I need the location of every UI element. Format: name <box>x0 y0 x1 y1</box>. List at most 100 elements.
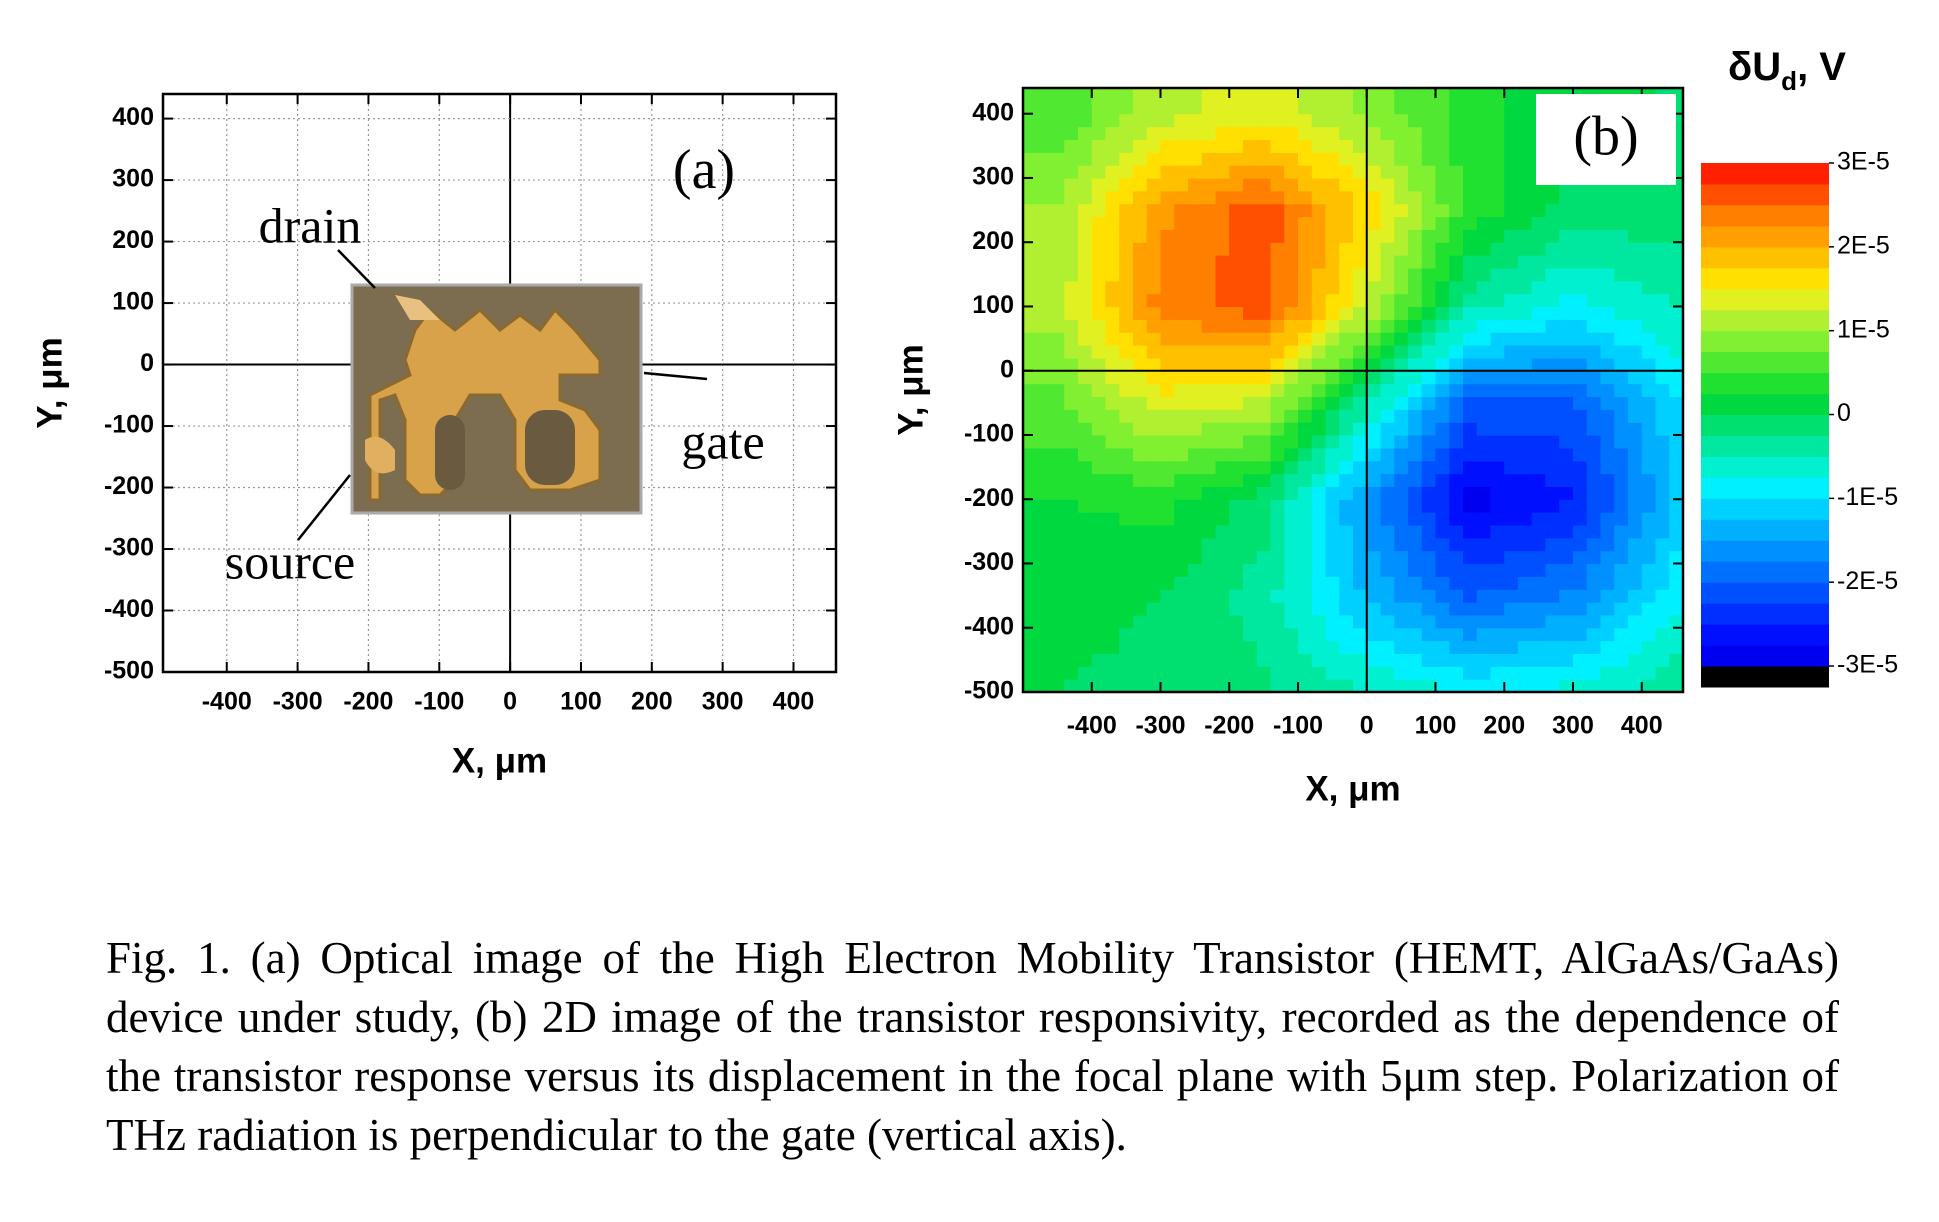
heatmap-cell <box>1586 486 1602 500</box>
heatmap-cell <box>1408 486 1423 500</box>
heatmap-cell <box>1311 460 1327 475</box>
heatmap-cell <box>1064 319 1079 333</box>
heatmap-cell <box>1353 473 1368 487</box>
heatmap-cell <box>1160 370 1175 385</box>
heatmap-cell <box>1311 563 1327 577</box>
heatmap-cell <box>1394 614 1409 629</box>
heatmap-cell <box>1036 345 1052 359</box>
heatmap-cell <box>1174 486 1189 500</box>
heatmap-cell <box>1614 473 1629 487</box>
heatmap-cell <box>1298 319 1313 333</box>
heatmap-cell <box>1504 113 1519 128</box>
heatmap-cell <box>1518 280 1533 295</box>
heatmap-cell <box>1435 306 1450 320</box>
heatmap-cell <box>1298 100 1313 115</box>
heatmap-cell <box>1215 640 1230 655</box>
heatmap-cell <box>1243 280 1258 295</box>
heatmap-cell <box>1243 242 1258 256</box>
heatmap-cell <box>1421 126 1437 141</box>
heatmap-cell <box>1366 345 1382 359</box>
heatmap-cell <box>1284 267 1299 282</box>
heatmap-cell <box>1050 242 1065 256</box>
heatmap-cell <box>1408 524 1423 539</box>
heatmap-cell <box>1215 293 1230 308</box>
heatmap-cell <box>1064 293 1079 308</box>
heatmap-cell <box>1284 152 1299 166</box>
heatmap-cell <box>1229 357 1244 372</box>
heatmap-cell <box>1628 679 1643 693</box>
heatmap-cell <box>1078 280 1093 295</box>
heatmap-cell <box>1463 126 1478 141</box>
heatmap-cell <box>1091 139 1107 153</box>
heatmap-cell <box>1531 280 1547 295</box>
heatmap-cell <box>1669 614 1684 629</box>
heatmap-cell <box>1339 319 1354 333</box>
heatmap-cell <box>1394 653 1409 667</box>
heatmap-cell <box>1408 255 1423 269</box>
heatmap-cell <box>1628 434 1643 449</box>
heatmap-cell <box>1490 139 1505 153</box>
heatmap-cell <box>1408 512 1423 526</box>
heatmap-cell <box>1256 524 1272 539</box>
heatmap-cell <box>1504 666 1519 680</box>
heatmap-cell <box>1229 653 1244 667</box>
heatmap-cell <box>1366 499 1382 513</box>
heatmap-cell <box>1545 524 1560 539</box>
heatmap-cell <box>1091 589 1107 603</box>
heatmap-cell <box>1545 550 1560 565</box>
heatmap-cell <box>1050 216 1065 230</box>
heatmap-cell <box>1490 280 1505 295</box>
heatmap-cell <box>1078 666 1093 680</box>
heatmap-cell <box>1064 537 1079 552</box>
heatmap-cell <box>1091 177 1107 192</box>
heatmap-cell <box>1394 152 1409 166</box>
heatmap-cell <box>1586 267 1602 282</box>
heatmap-cell <box>1256 640 1272 655</box>
heatmap-cell <box>1353 460 1368 475</box>
heatmap-cell <box>1160 434 1175 449</box>
heatmap-cell <box>1078 88 1093 102</box>
heatmap-cell <box>1243 100 1258 115</box>
y-tick-label: -300 <box>104 534 154 562</box>
heatmap-cell <box>1050 627 1065 642</box>
heatmap-cell <box>1463 640 1478 655</box>
heatmap-cell <box>1380 434 1395 449</box>
heatmap-cell <box>1270 563 1285 577</box>
heatmap-cell <box>1229 589 1244 603</box>
heatmap-cell <box>1476 396 1492 410</box>
heatmap-cell <box>1435 139 1450 153</box>
heatmap-cell <box>1023 396 1038 410</box>
heatmap-cell <box>1229 100 1244 115</box>
heatmap-cell <box>1600 383 1615 398</box>
heatmap-cell <box>1586 190 1602 205</box>
heatmap-cell <box>1339 357 1354 372</box>
heatmap-cell <box>1091 550 1107 565</box>
heatmap-cell <box>1559 383 1574 398</box>
heatmap-cell <box>1146 550 1162 565</box>
heatmap-cell <box>1270 88 1285 102</box>
heatmap-cell <box>1614 409 1629 423</box>
heatmap-cell <box>1311 203 1327 218</box>
heatmap-cell <box>1463 550 1478 565</box>
heatmap-cell <box>1669 396 1684 410</box>
heatmap-cell <box>1105 512 1120 526</box>
heatmap-cell <box>1490 100 1505 115</box>
heatmap-cell <box>1201 434 1217 449</box>
heatmap-cell <box>1435 332 1450 346</box>
heatmap-cell <box>1325 383 1340 398</box>
heatmap-cell <box>1215 486 1230 500</box>
heatmap-cell <box>1270 345 1285 359</box>
leader-line <box>297 474 351 541</box>
heatmap-cell <box>1174 460 1189 475</box>
heatmap-cell <box>1311 524 1327 539</box>
heatmap-cell <box>1119 537 1134 552</box>
heatmap-cell <box>1050 100 1065 115</box>
heatmap-cell <box>1091 640 1107 655</box>
heatmap-cell <box>1655 293 1670 308</box>
heatmap-cell <box>1023 165 1038 179</box>
heatmap-cell <box>1518 524 1533 539</box>
x-tick-label: -200 <box>1204 712 1254 740</box>
heatmap-cell <box>1586 653 1602 667</box>
panel-label: (b) <box>1573 105 1638 167</box>
heatmap-cell <box>1188 460 1203 475</box>
